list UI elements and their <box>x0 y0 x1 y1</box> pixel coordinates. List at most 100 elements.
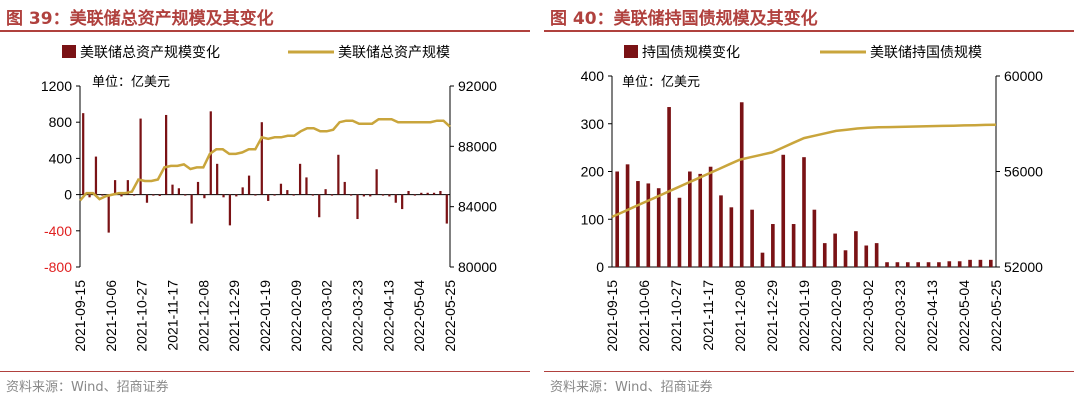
bar <box>947 261 952 267</box>
bar <box>615 171 620 267</box>
bar <box>120 194 123 197</box>
bar <box>305 177 308 195</box>
chart-title: 图 40：美联储持国债规模及其变化 <box>550 9 818 29</box>
bar <box>667 107 671 267</box>
chart-panel-total-assets: 图 39：美联储总资产规模及其变化 美联储总资产规模变化 美联储总资产规模 单位… <box>0 0 535 400</box>
bar <box>260 122 263 195</box>
bar <box>235 194 238 197</box>
bar-series <box>615 102 993 267</box>
x-tick-label: 2021-12-08 <box>732 280 748 352</box>
bar <box>822 243 827 267</box>
x-tick-label: 2021-11-17 <box>700 280 716 351</box>
bar <box>330 194 334 196</box>
bar <box>874 243 879 267</box>
x-tick-label: 2021-10-27 <box>134 280 150 352</box>
left-tick-label: 0 <box>64 187 72 203</box>
x-tick-label: 2022-05-04 <box>956 280 972 352</box>
chart-svg: 持国债规模变化 美联储持国债规模 单位：亿美元 0 100 200 300 400 520… <box>581 45 1043 352</box>
bar <box>445 194 448 224</box>
title-rule <box>544 30 1074 32</box>
x-tick-label: 2022-01-19 <box>796 280 812 352</box>
source-rule <box>0 371 530 372</box>
line-series <box>611 123 997 219</box>
legend: 持国债规模变化 美联储持国债规模 <box>624 45 982 61</box>
left-tick-label: 200 <box>581 164 605 180</box>
bar <box>152 194 155 196</box>
x-tick-label: 2022-01-19 <box>257 280 273 352</box>
bar <box>139 118 142 195</box>
bar <box>937 262 941 267</box>
bar <box>369 194 372 197</box>
bar <box>802 157 806 267</box>
bar <box>407 190 410 195</box>
bar <box>426 192 429 195</box>
right-tick-label: 56000 <box>1004 164 1043 180</box>
bar <box>905 262 910 267</box>
bar <box>292 194 295 196</box>
bar <box>184 194 187 196</box>
x-tick-label: 2022-03-23 <box>350 280 366 352</box>
x-tick-label: 2022-03-23 <box>892 280 908 352</box>
bar <box>381 194 385 196</box>
chart-title: 图 39：美联储总资产规模及其变化 <box>6 9 274 29</box>
left-tick-label: 300 <box>581 116 605 132</box>
bar <box>247 175 251 195</box>
unit-label: 单位：亿美元 <box>92 75 170 90</box>
x-tick-label: 2021-11-17 <box>165 280 181 351</box>
bar <box>636 181 640 267</box>
bar <box>279 183 283 195</box>
bar <box>420 192 423 195</box>
bar <box>781 154 786 267</box>
bar <box>375 169 378 195</box>
left-tick-label: 100 <box>581 211 605 227</box>
legend-bar-swatch <box>624 45 638 58</box>
x-tick-label: 2022-02-09 <box>288 280 304 352</box>
x-tick-label: 2021-10-06 <box>636 280 652 352</box>
bar <box>771 224 775 267</box>
bar <box>895 262 900 267</box>
left-tick-label: -800 <box>44 259 72 275</box>
bar <box>739 102 744 267</box>
bar <box>625 164 630 267</box>
right-tick-label: 84000 <box>458 199 497 215</box>
chart-panel-treasury: 图 40：美联储持国债规模及其变化 持国债规模变化 美联储持国债规模 单位：亿美… <box>544 0 1079 400</box>
chart-svg: 美联储总资产规模变化 美联储总资产规模 单位：亿美元 -800 -400 0 400 8… <box>41 45 497 352</box>
bar <box>698 173 703 267</box>
bar <box>133 194 136 196</box>
legend-label: 美联储持国债规模 <box>870 45 982 61</box>
left-tick-label: 400 <box>49 150 73 166</box>
bar <box>82 113 85 195</box>
bar <box>254 194 257 196</box>
left-tick-label: 400 <box>581 68 605 84</box>
bar <box>241 187 244 195</box>
bar <box>94 156 98 195</box>
bar <box>273 194 276 196</box>
right-tick-label: 92000 <box>458 78 497 94</box>
bar <box>439 190 442 195</box>
x-tick-label: 2022-02-09 <box>828 280 844 352</box>
x-tick-label: 2022-03-02 <box>860 280 876 352</box>
bar <box>957 261 962 267</box>
bar <box>101 194 104 196</box>
bar <box>113 180 117 195</box>
bar <box>988 259 993 267</box>
bar <box>688 171 692 267</box>
x-tick-label: 2022-04-13 <box>380 280 396 352</box>
x-tick-label: 2021-09-15 <box>604 280 620 352</box>
bar <box>646 183 651 267</box>
bar <box>324 189 327 195</box>
right-tick-label: 52000 <box>1004 259 1043 275</box>
bar <box>854 231 858 267</box>
bar <box>432 192 436 195</box>
bar <box>968 259 972 267</box>
bar <box>222 194 225 198</box>
bar <box>401 194 404 210</box>
x-tick-label: 2022-05-25 <box>442 280 458 352</box>
bar <box>413 194 417 196</box>
bar <box>719 195 723 267</box>
x-tick-label: 2021-12-08 <box>195 280 211 352</box>
right-tick-label: 80000 <box>458 259 497 275</box>
bar <box>656 188 661 267</box>
bar <box>791 224 796 267</box>
bar <box>286 190 289 195</box>
